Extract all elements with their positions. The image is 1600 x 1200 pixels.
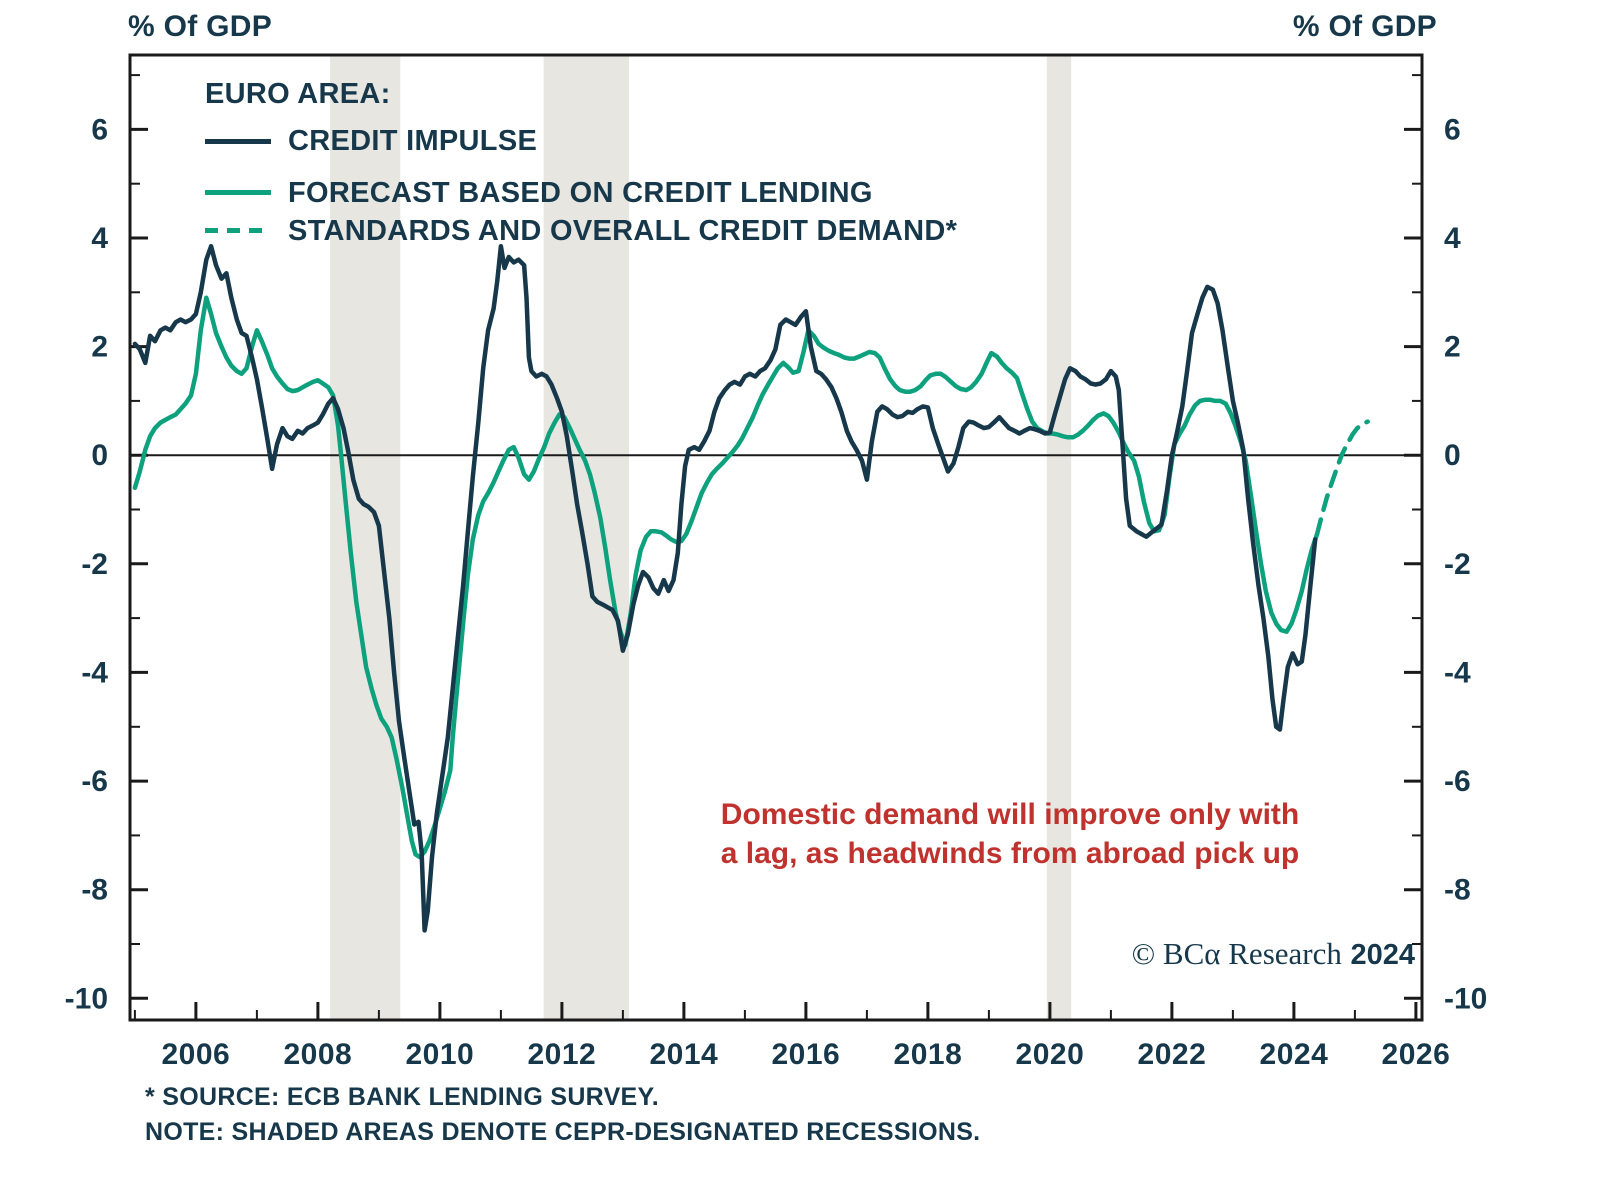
copyright-year: 2024 xyxy=(1350,939,1415,971)
x-axis-label: 2024 xyxy=(1260,1038,1329,1071)
x-axis-label: 2018 xyxy=(894,1038,963,1071)
forecast-solid-swatch xyxy=(205,190,271,195)
forecast-swatches xyxy=(205,174,271,250)
y-axis-label-right: -4 xyxy=(1444,656,1471,689)
legend-title: EURO AREA: xyxy=(205,78,391,110)
right-axis-title: % Of GDP xyxy=(1292,10,1437,43)
legend-item-forecast: FORECAST BASED ON CREDIT LENDING STANDAR… xyxy=(205,174,957,250)
y-axis-label-left: -4 xyxy=(81,656,108,689)
y-axis-label-left: -8 xyxy=(81,874,108,907)
x-axis-label: 2010 xyxy=(406,1038,475,1071)
y-axis-label-left: 4 xyxy=(91,222,108,255)
footnote-note: NOTE: SHADED AREAS DENOTE CEPR-DESIGNATE… xyxy=(145,1118,981,1146)
y-axis-label-left: 2 xyxy=(91,331,108,364)
y-axis-label-right: 6 xyxy=(1444,113,1461,146)
annotation: Domestic demand will improve only with a… xyxy=(660,795,1360,873)
x-axis-label: 2020 xyxy=(1016,1038,1085,1071)
forecast-label-line1: FORECAST BASED ON CREDIT LENDING xyxy=(288,177,873,209)
y-axis-label-left: -2 xyxy=(81,548,108,581)
footnotes: * SOURCE: ECB BANK LENDING SURVEY. NOTE:… xyxy=(145,1080,980,1150)
x-axis-label: 2026 xyxy=(1382,1038,1451,1071)
forecast-label: FORECAST BASED ON CREDIT LENDING STANDAR… xyxy=(288,174,957,250)
x-axis-label: 2008 xyxy=(284,1038,353,1071)
y-axis-label-left: -6 xyxy=(81,765,108,798)
y-axis-label-right: -10 xyxy=(1444,982,1487,1015)
credit-impulse-label: CREDIT IMPULSE xyxy=(288,125,538,157)
legend: EURO AREA: CREDIT IMPULSE FORECAST BASED… xyxy=(205,78,957,260)
series-forecast xyxy=(132,295,1320,860)
footnote-source: * SOURCE: ECB BANK LENDING SURVEY. xyxy=(145,1083,659,1111)
y-axis-label-right: 4 xyxy=(1444,222,1461,255)
forecast-dashed-swatch xyxy=(205,228,271,233)
x-axis-label: 2006 xyxy=(162,1038,231,1071)
y-axis-label-right: 0 xyxy=(1444,439,1461,472)
x-axis-label: 2012 xyxy=(528,1038,597,1071)
y-axis-label-right: -2 xyxy=(1444,548,1471,581)
copyright: © BCα Research 2024 xyxy=(1132,936,1415,972)
y-axis-label-left: 0 xyxy=(91,439,108,472)
series-credit-impulse xyxy=(132,243,1318,933)
x-axis-label: 2014 xyxy=(650,1038,719,1071)
series-forecast-projection xyxy=(1314,419,1370,537)
recession-band xyxy=(1046,55,1072,1020)
y-axis-label-left: -10 xyxy=(65,982,108,1015)
recession-band xyxy=(543,55,629,1020)
annotation-line1: Domestic demand will improve only with xyxy=(720,798,1300,831)
y-axis-label-right: 2 xyxy=(1444,331,1461,364)
x-axis-label: 2016 xyxy=(772,1038,841,1071)
y-axis-label-left: 6 xyxy=(91,113,108,146)
y-axis-label-right: -8 xyxy=(1444,874,1471,907)
copyright-text: © BCα Research xyxy=(1131,936,1342,971)
annotation-line2: a lag, as headwinds from abroad pick up xyxy=(720,837,1300,870)
legend-item-credit-impulse: CREDIT IMPULSE xyxy=(205,125,957,158)
credit-impulse-swatch xyxy=(205,139,271,144)
recession-band xyxy=(330,55,401,1020)
x-axis-label: 2022 xyxy=(1138,1038,1207,1071)
forecast-label-line2: STANDARDS AND OVERALL CREDIT DEMAND* xyxy=(288,215,958,247)
plot-frame xyxy=(128,53,1424,1022)
left-axis-title: % Of GDP xyxy=(128,10,273,43)
y-axis-label-right: -6 xyxy=(1444,765,1471,798)
